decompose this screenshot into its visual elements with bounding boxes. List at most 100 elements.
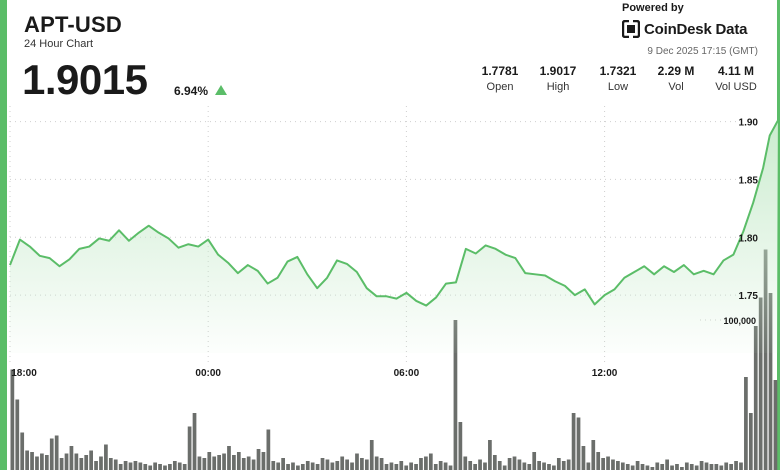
volume-bar — [404, 465, 409, 470]
ticker-symbol: APT-USD — [24, 12, 122, 37]
volume-bar — [79, 458, 84, 470]
price-change-percent: 6.94% — [174, 84, 209, 98]
volume-bar — [428, 453, 433, 470]
volume-bar — [483, 462, 487, 470]
brand-name: CoinDesk Data — [644, 20, 748, 38]
volume-bar — [748, 413, 753, 470]
volume-bar — [468, 461, 473, 470]
y-tick-label: 1.90 — [739, 118, 759, 129]
volume-bar — [320, 458, 325, 470]
volume-bar — [177, 462, 182, 470]
price-area-fill — [10, 120, 778, 354]
volume-bar — [236, 452, 241, 470]
volume-bar — [207, 452, 212, 470]
stat-open: 1.7781 Open — [470, 64, 530, 93]
right-accent-bar — [777, 0, 780, 470]
volume-bar — [704, 462, 709, 470]
volume-bar — [118, 464, 123, 470]
volume-bar — [739, 462, 743, 470]
volume-bar — [256, 449, 261, 470]
volume-bar — [537, 461, 541, 470]
volume-bar — [502, 465, 507, 470]
x-tick-label: 00:00 — [195, 368, 221, 379]
volume-bar — [556, 458, 561, 470]
volume-bar — [330, 462, 335, 470]
volume-bar — [44, 455, 49, 470]
volume-bar — [64, 453, 69, 470]
volume-bar — [547, 464, 551, 470]
volume-bar — [438, 461, 443, 470]
volume-bar — [345, 459, 349, 470]
volume-bar — [350, 462, 354, 470]
volume-bar — [379, 458, 384, 470]
volume-tick-label: 100,000 — [723, 316, 756, 326]
volume-bar — [172, 461, 177, 470]
volume-bar — [148, 465, 153, 470]
stat-low-label: Low — [607, 81, 629, 93]
volume-bar — [335, 461, 340, 470]
stat-vol-usd: 4.11 M Vol USD — [706, 64, 766, 93]
y-tick-label: 1.85 — [739, 175, 759, 186]
volume-bar — [399, 461, 404, 470]
volume-bar — [251, 459, 256, 470]
volume-bar — [394, 464, 399, 470]
volume-bar — [113, 459, 118, 470]
volume-bar — [69, 446, 74, 470]
volume-bar — [478, 459, 482, 470]
volume-bar — [296, 465, 300, 470]
volume-bar — [419, 458, 423, 470]
volume-bar — [665, 459, 669, 470]
volume-bar — [10, 369, 15, 470]
volume-bar — [84, 455, 89, 470]
volume-bar — [30, 452, 34, 470]
volume-bar — [74, 453, 79, 470]
volume-bar — [158, 464, 162, 470]
volume-bar — [192, 413, 197, 470]
volume-bar — [763, 249, 768, 470]
volume-bar — [488, 440, 492, 470]
volume-bar — [163, 465, 167, 470]
volume-bar — [168, 464, 172, 470]
volume-bar — [261, 452, 266, 470]
volume-bar — [15, 399, 20, 470]
volume-bar — [246, 456, 251, 470]
y-tick-label: 1.75 — [739, 291, 759, 302]
volume-bar — [512, 456, 517, 470]
price-series-line — [9, 119, 779, 307]
volume-bar — [458, 422, 463, 470]
volume-bar — [694, 465, 699, 470]
volume-bar — [360, 458, 364, 470]
volume-bar — [94, 461, 98, 470]
volume-bar — [532, 452, 537, 470]
volume-bar — [443, 462, 448, 470]
volume-bar — [89, 450, 93, 470]
coindesk-logo-icon — [622, 20, 640, 38]
volume-bar — [182, 464, 187, 470]
volume-bar — [276, 462, 281, 470]
volume-bar — [581, 446, 586, 470]
volume-bar — [640, 464, 645, 470]
volume-bar — [576, 417, 581, 470]
volume-bar — [364, 459, 369, 470]
stat-low: 1.7321 Low — [588, 64, 648, 93]
volume-bar — [645, 465, 650, 470]
volume-bar — [689, 464, 694, 470]
volume-bar — [625, 464, 630, 470]
stat-vol-usd-label: Vol USD — [715, 81, 757, 93]
volume-bar — [675, 464, 679, 470]
volume-bar — [197, 456, 202, 470]
volume-bar — [133, 461, 138, 470]
volume-bar — [433, 464, 438, 470]
volume-bar — [222, 453, 226, 470]
volume-bar — [719, 465, 724, 470]
volume-bar — [271, 461, 276, 470]
volume-bar — [527, 464, 532, 470]
left-accent-bar — [0, 0, 7, 470]
timestamp: 9 Dec 2025 17:15 (GMT) — [647, 46, 758, 57]
x-tick-label: 18:00 — [11, 368, 37, 379]
volume-bar — [571, 413, 576, 470]
volume-bar — [369, 440, 374, 470]
volume-bar — [340, 456, 345, 470]
volume-bar — [448, 465, 453, 470]
volume-bar — [305, 461, 310, 470]
